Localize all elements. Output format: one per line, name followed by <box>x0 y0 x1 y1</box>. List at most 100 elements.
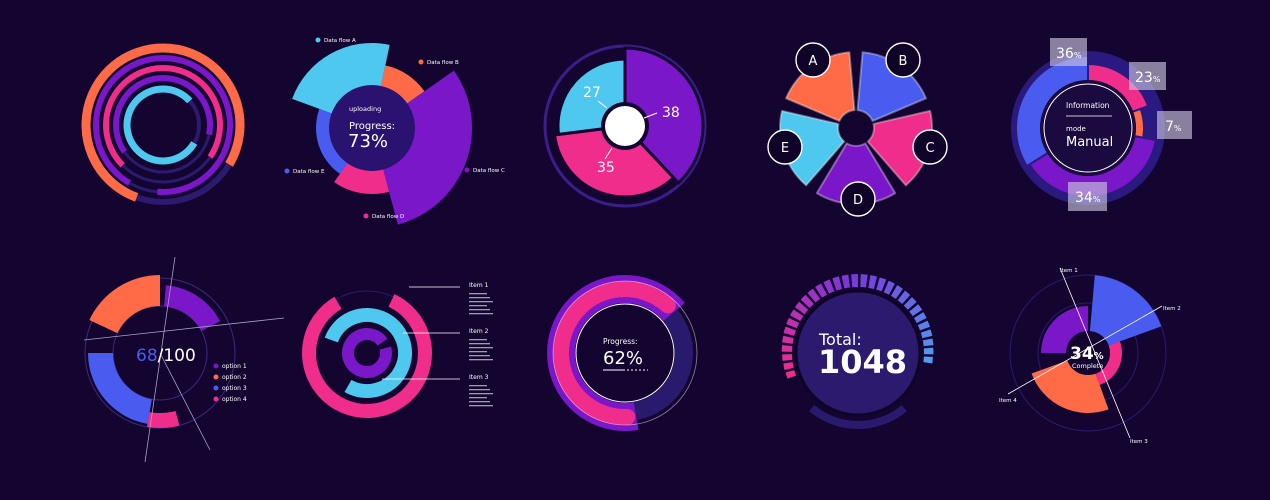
total-center <box>796 291 920 415</box>
total-gauge-segment-13 <box>823 279 835 294</box>
petal-e <box>779 109 846 187</box>
complete-outer-guide <box>1009 274 1167 432</box>
info-center-line1: Information <box>1066 101 1110 110</box>
ring-arc-2 <box>93 55 233 195</box>
total-gauge-segment-5 <box>782 335 794 344</box>
total-gauge-segment-10 <box>800 294 814 308</box>
data-flow-sector-b <box>380 65 425 106</box>
items-caption-line-1-2 <box>469 297 490 299</box>
pie-leader-38 <box>643 112 658 119</box>
badge-34-text: 34% <box>1075 190 1101 206</box>
total-gauge-segment-25 <box>913 312 927 324</box>
petal-badge-label-e: E <box>781 141 789 156</box>
badge-7 <box>1157 111 1192 139</box>
complete-sector-3 <box>1095 341 1122 385</box>
complete-item-4: Item 4 <box>999 398 1017 404</box>
pie-label-35: 35 <box>597 160 615 176</box>
total-gauge-segment-9 <box>794 301 809 315</box>
option-2-arc <box>89 275 160 334</box>
total-gauge-segment-4 <box>781 345 793 352</box>
total-gauge-segment-20 <box>883 280 895 295</box>
total-gauge-segment-23 <box>903 297 917 310</box>
options-guide-line-1 <box>144 256 176 463</box>
total-gauge-segment-7 <box>786 317 800 329</box>
items-caption-line-2-2 <box>469 343 490 345</box>
total-value: 1048 <box>818 343 907 381</box>
chart-progress-62: Progress: 62% <box>547 275 698 432</box>
items-ring-1 <box>302 294 432 418</box>
complete-item-3: Item 3 <box>1130 439 1148 445</box>
legend-dot-a <box>315 37 321 43</box>
chart-data-flow: uploading Progress: 73% Data flow A Data… <box>284 37 505 225</box>
legend-dot-e <box>284 168 290 174</box>
option-4-arc <box>146 410 180 428</box>
legend-dot-option-4 <box>213 396 219 402</box>
options-guide-line-2 <box>83 317 285 341</box>
items-caption-line-3-1 <box>469 385 487 387</box>
option-1-arc <box>164 285 221 331</box>
total-gauge-segment-11 <box>807 288 821 303</box>
items-caption-line-1-6 <box>469 313 493 315</box>
legend-label-a: Data flow A <box>324 38 356 44</box>
items-caption-line-3-3 <box>469 393 493 395</box>
complete-sector-1 <box>1041 306 1088 353</box>
complete-value: 34% <box>1070 344 1104 364</box>
items-label-1: Item 1 <box>469 282 489 289</box>
total-gauge-segment-16 <box>851 274 858 288</box>
items-label-2: Item 2 <box>469 328 489 335</box>
options-guide-line-3 <box>159 352 211 451</box>
items-caption-line-3-4 <box>469 397 487 399</box>
total-gauge-segment-8 <box>789 309 804 322</box>
complete-sector-4 <box>1031 360 1109 413</box>
pie-slice-35 <box>552 124 676 199</box>
chart-info-donut: Information mode Manual 36% 23% 7% 34% <box>1011 38 1192 211</box>
total-gauge-segment-30 <box>923 356 933 364</box>
legend-label-b: Data flow B <box>427 60 459 66</box>
pie-label-27: 27 <box>583 85 601 101</box>
complete-label: Complete <box>1072 362 1103 370</box>
petal-badge-label-c: C <box>925 141 934 156</box>
total-gauge-segment-24 <box>909 304 923 317</box>
total-gauge-segment-28 <box>922 338 934 347</box>
petal-badge-label-b: B <box>899 54 908 69</box>
ring-arc-1 <box>81 43 245 202</box>
score-text: 68/100 <box>136 346 196 366</box>
pie-center-disc <box>605 106 645 146</box>
items-caption-line-2-5 <box>469 355 490 357</box>
option-3-arc <box>88 353 152 424</box>
progress-inner-ring <box>575 303 675 403</box>
total-base-arc <box>809 405 907 429</box>
total-gauge-segment-19 <box>876 277 887 292</box>
legend-label-e: Data flow E <box>293 169 325 175</box>
badge-23 <box>1129 62 1166 90</box>
legend-dot-option-3 <box>213 385 219 391</box>
progress-hole <box>575 303 675 403</box>
petal-badge-e <box>767 129 803 165</box>
total-gauge-segment-26 <box>917 320 931 331</box>
legend-dot-option-2 <box>213 374 219 380</box>
progress-value: 62% <box>603 348 643 369</box>
legend-dot-d <box>363 213 369 219</box>
items-caption-line-1-5 <box>469 309 490 311</box>
info-center-ring <box>1043 83 1133 173</box>
petal-d <box>815 142 897 205</box>
total-gauge-segment-12 <box>815 283 828 298</box>
data-flow-center-small: uploading <box>349 105 381 113</box>
pie-slice-38 <box>623 46 705 185</box>
total-gauge-segment-3 <box>782 354 793 361</box>
total-center-ring <box>794 289 922 417</box>
legend-dot-b <box>418 59 424 65</box>
ring-arc-4 <box>113 75 213 154</box>
data-flow-center-value: 73% <box>348 131 388 152</box>
data-flow-sector-c <box>382 70 472 225</box>
petal-badge-a <box>795 42 831 78</box>
info-center-line2: mode <box>1066 125 1086 133</box>
data-flow-sector-a <box>292 42 390 115</box>
petal-badge-d <box>840 181 876 217</box>
legend-option-2: option 2 <box>222 374 247 381</box>
items-caption-line-2-4 <box>469 351 487 353</box>
items-ring-3 <box>342 328 392 378</box>
chart-pie-numbers: 38 35 27 <box>543 44 707 208</box>
progress-label: Progress: <box>603 337 638 346</box>
